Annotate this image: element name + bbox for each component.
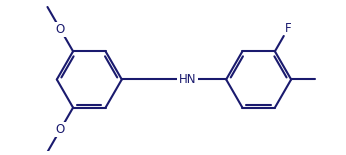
- Text: HN: HN: [179, 73, 196, 86]
- Text: O: O: [56, 123, 65, 136]
- Text: F: F: [285, 22, 291, 35]
- Text: O: O: [56, 23, 65, 36]
